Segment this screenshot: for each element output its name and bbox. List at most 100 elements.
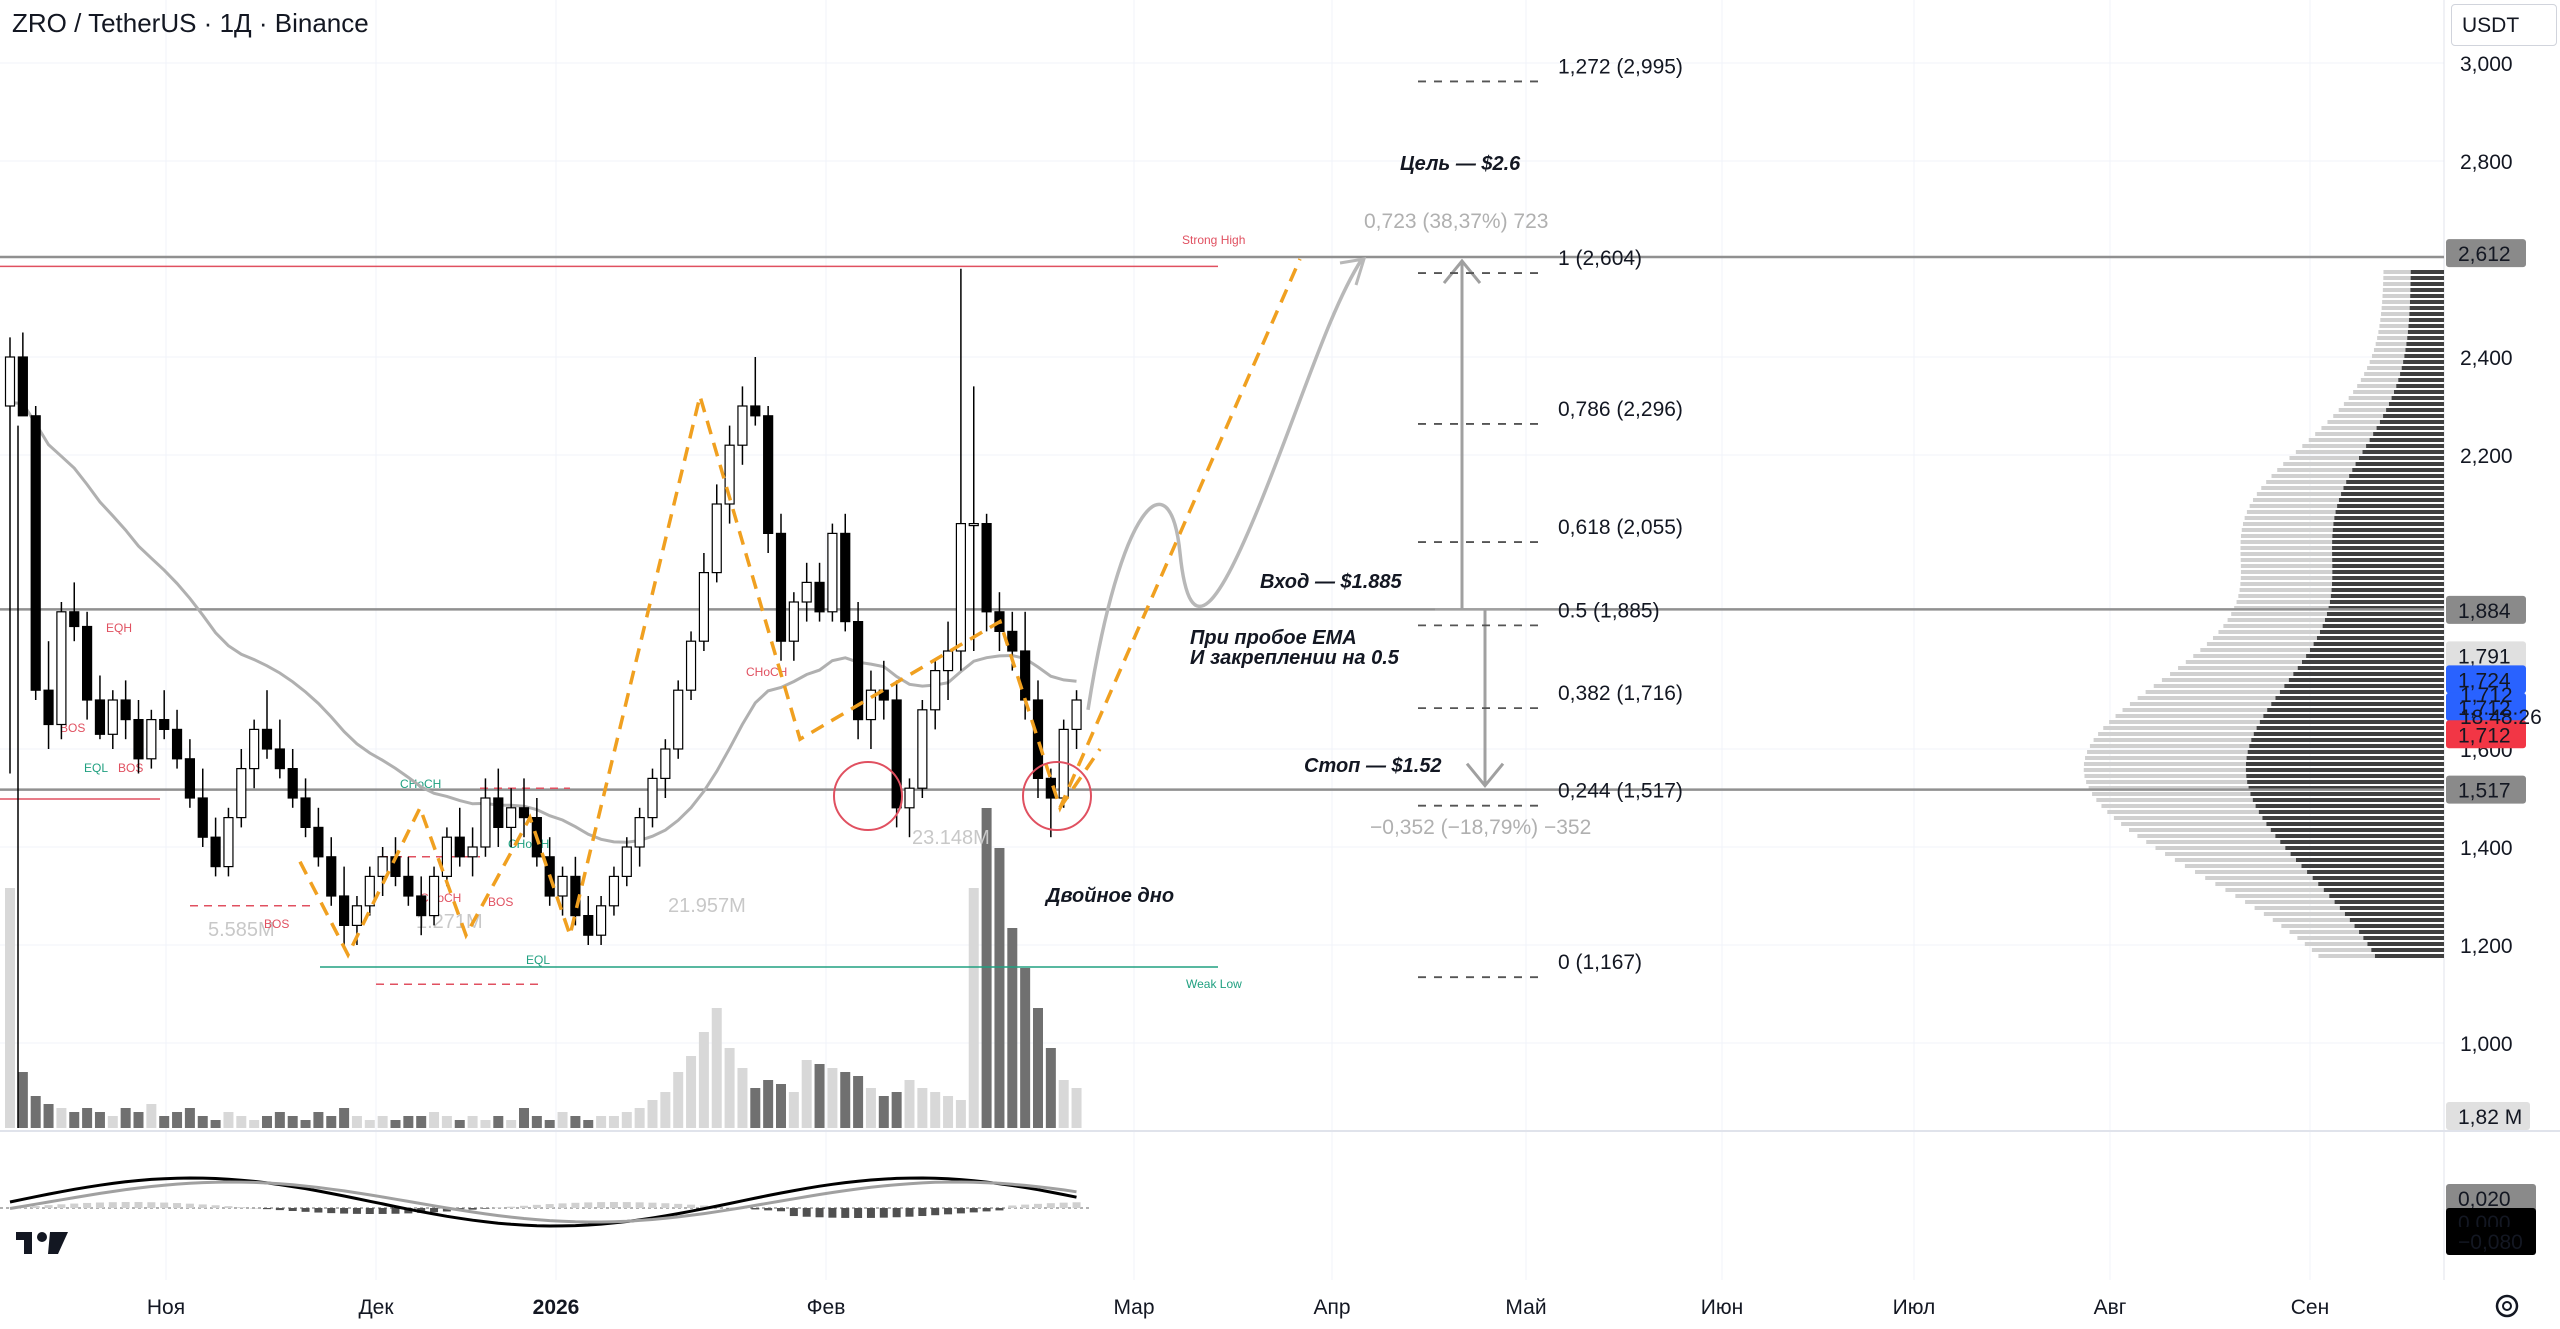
- candle-body: [595, 905, 607, 936]
- profile-row: [2316, 636, 2444, 640]
- volume-bar: [698, 1032, 709, 1128]
- candle: [120, 680, 131, 740]
- macd-hist-bar: [622, 1202, 631, 1208]
- volume-bar: [737, 1068, 748, 1128]
- profile-row: [2410, 282, 2444, 286]
- price-badge-bg: [2446, 595, 2526, 624]
- arrow-head: [1339, 257, 1367, 286]
- candle: [608, 866, 620, 916]
- volume-bar: [390, 1120, 401, 1128]
- candle: [428, 866, 440, 926]
- macd-hist-bar: [995, 1208, 1004, 1211]
- profile-row: [2383, 282, 2411, 286]
- volume-bar: [583, 1120, 594, 1128]
- candle: [300, 778, 311, 838]
- double-bottom-annotation: Двойное дно: [1044, 885, 1174, 907]
- profile-row: [2400, 372, 2444, 376]
- volume-bar: [750, 1088, 761, 1128]
- tradingview-logo-icon[interactable]: [16, 1232, 68, 1254]
- candle: [917, 700, 928, 798]
- macd-hist-bar: [777, 1208, 785, 1212]
- candle: [840, 513, 851, 632]
- profile-row: [2339, 906, 2444, 910]
- price-badge-label: 1,712: [2458, 724, 2511, 747]
- candle-body: [814, 581, 825, 613]
- gear-icon[interactable]: [2495, 1294, 2519, 1318]
- profile-row: [2234, 606, 2329, 610]
- candle-body: [184, 758, 195, 799]
- volume-bar: [223, 1112, 234, 1128]
- profile-row: [2103, 726, 2257, 730]
- candle: [377, 847, 388, 896]
- profile-row: [2367, 942, 2444, 946]
- profile-row: [2256, 492, 2342, 496]
- y-axis-tick: 1,000: [2460, 1033, 2513, 1056]
- price-badge: 1,884: [2446, 595, 2526, 624]
- volume-bar: [724, 1048, 735, 1128]
- profile-row: [2398, 378, 2444, 382]
- profile-row: [2231, 612, 2327, 616]
- volume-bar: [5, 888, 15, 1128]
- macd-hist-bar: [44, 1205, 53, 1208]
- price-badge-label: 1,517: [2458, 780, 2511, 803]
- candle-body: [1007, 630, 1018, 652]
- signal-line: [9, 1180, 1077, 1224]
- profile-row: [2381, 306, 2410, 310]
- price-axis[interactable]: 3,0002,8002,4002,2001,6001,4001,2001,000…: [2446, 53, 2542, 1255]
- profile-row: [2247, 780, 2444, 784]
- profile-row: [2409, 306, 2444, 310]
- profile-row: [2324, 618, 2444, 622]
- profile-row: [2318, 882, 2444, 886]
- candle: [557, 866, 568, 916]
- profile-row: [2332, 546, 2444, 550]
- volume-bar: [236, 1116, 247, 1128]
- candle: [878, 660, 889, 720]
- candle-body: [223, 816, 234, 868]
- price-badge-label: 1,712: [2458, 697, 2511, 720]
- candle-body: [647, 777, 658, 819]
- candle: [698, 553, 710, 651]
- profile-row: [2352, 468, 2444, 472]
- macd-hist-bar: [481, 1208, 490, 1209]
- x-axis-label: Ноя: [147, 1296, 185, 1319]
- fib-level-label: 1,272 (2,995): [1558, 55, 1683, 78]
- profile-row: [2295, 450, 2363, 454]
- profile-row: [2242, 522, 2334, 526]
- profile-row: [2178, 666, 2298, 670]
- profile-row: [2263, 912, 2345, 916]
- x-axis-label: Дек: [358, 1296, 394, 1319]
- currency-select[interactable]: USDT: [2451, 4, 2557, 46]
- time-axis[interactable]: Ноя Дек 2026 Фев Мар Апр Май Июн Июл Авг Сен: [147, 1296, 2329, 1319]
- volume-bar: [1058, 1080, 1069, 1128]
- candle-body: [788, 601, 799, 642]
- x-axis-label: 2026: [533, 1296, 580, 1319]
- profile-row: [2332, 582, 2444, 586]
- profile-row: [2266, 822, 2444, 826]
- bos-label: BOS: [264, 917, 289, 931]
- candle: [197, 768, 208, 847]
- volume-bar: [30, 1096, 41, 1128]
- volume-bar: [660, 1092, 671, 1128]
- volume-bar: [17, 1072, 28, 1128]
- volume-bar: [1045, 1048, 1056, 1128]
- y-axis-tick: 2,400: [2460, 347, 2513, 370]
- volume-bar: [647, 1100, 658, 1128]
- volume-label: 21.957M: [668, 895, 746, 917]
- profile-row: [2371, 354, 2405, 358]
- candle-body: [441, 836, 452, 878]
- fib-level-label: 0,786 (2,296): [1558, 398, 1683, 421]
- profile-row: [2376, 426, 2444, 430]
- profile-row: [2206, 642, 2314, 646]
- profile-row: [2109, 720, 2260, 724]
- macd-hist-bar: [532, 1204, 541, 1208]
- profile-row: [2170, 672, 2294, 676]
- profile-row: [2146, 840, 2281, 844]
- candle-body: [724, 444, 735, 505]
- stop-annotation: Стоп — $1.52: [1304, 755, 1442, 777]
- profile-row: [2374, 954, 2444, 958]
- profile-row: [2249, 744, 2444, 748]
- candle-body: [403, 875, 414, 897]
- profile-row: [2240, 558, 2333, 562]
- macd-hist-bar: [327, 1208, 336, 1214]
